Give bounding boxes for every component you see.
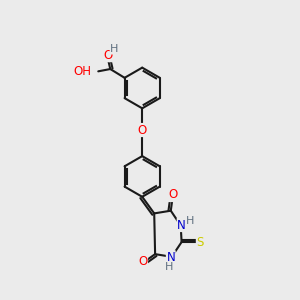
- Text: S: S: [196, 236, 204, 249]
- Text: H: H: [165, 262, 174, 272]
- Text: H: H: [110, 44, 118, 54]
- Text: O: O: [138, 255, 148, 268]
- Text: O: O: [103, 49, 112, 62]
- Text: H: H: [186, 216, 195, 226]
- Text: N: N: [177, 218, 186, 232]
- Text: OH: OH: [74, 65, 92, 78]
- Text: N: N: [167, 251, 175, 264]
- Text: O: O: [138, 124, 147, 136]
- Text: O: O: [168, 188, 177, 202]
